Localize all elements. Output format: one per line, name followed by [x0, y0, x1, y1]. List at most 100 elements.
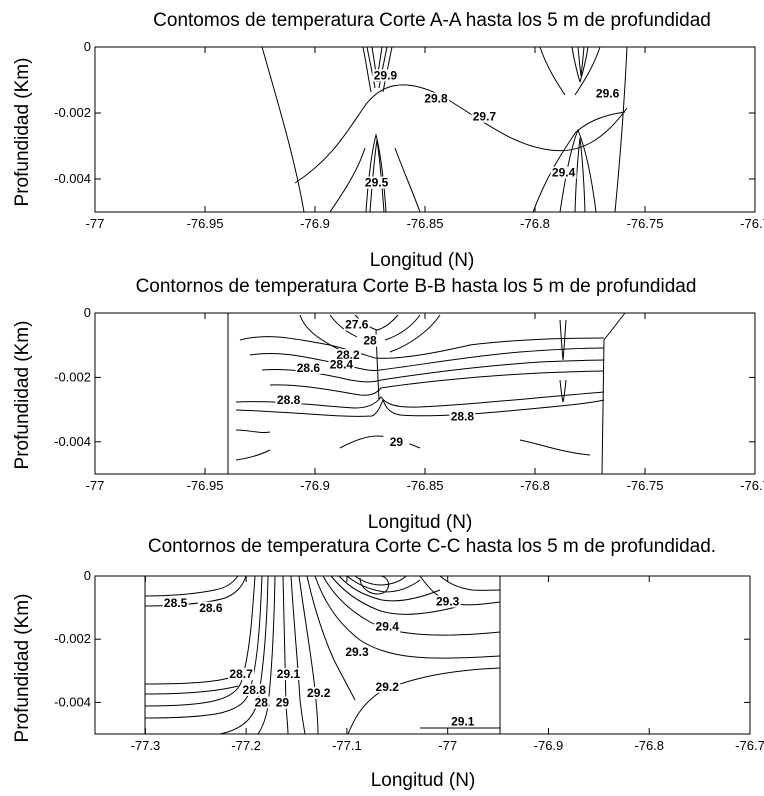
contour-label: 29.3 — [436, 594, 460, 608]
x-tick-label: -76.75 — [627, 216, 664, 231]
contour-label: 28.8 — [451, 409, 475, 423]
contour-label: 29.8 — [424, 91, 448, 105]
contour-label-bg — [335, 349, 361, 362]
y-tick-label: -0.004 — [54, 434, 91, 449]
contour-label: 29.6 — [596, 87, 620, 101]
contour-label-bg — [305, 687, 332, 700]
contour-label-bg — [275, 668, 302, 681]
x-axis-label: Longitud (N) — [370, 250, 475, 271]
x-tick-label: -76.7 — [735, 738, 764, 753]
contour-labels: 28.5 28.6 29.329.429.328.728.828.92929.129… — [162, 594, 476, 729]
y-tick-label: 0 — [84, 305, 91, 320]
contour-label-bg — [434, 595, 461, 608]
contour-label-bg — [471, 110, 498, 123]
chart-title: Contornos de temperatura Corte B-B hasta… — [136, 276, 697, 297]
axis-ticks: -77 -76.95 -76.9 -76.85 -76.8 -76.75 -76.7 0 -0.… — [54, 39, 764, 231]
contour-label: 29 — [390, 435, 404, 449]
y-axis-label: Profundidad (Km) — [12, 58, 33, 207]
x-tick-label: -77 — [86, 216, 105, 231]
y-tick-label: 0 — [84, 568, 91, 583]
x-tick-label: -77.2 — [231, 738, 261, 753]
x-tick-label: -76.9 — [300, 478, 330, 493]
contour-label: 29 — [276, 696, 290, 710]
x-tick-label: -77 — [438, 738, 457, 753]
contour-label-bg — [449, 715, 476, 728]
plot-frame — [94, 46, 756, 213]
contour-label: 29.2 — [376, 680, 400, 694]
contour-label: 28.2 — [336, 348, 360, 362]
plot-frame — [94, 312, 756, 475]
contour-lines — [261, 46, 628, 213]
contour-label: 29.4 — [552, 166, 576, 180]
contour-label-bg — [275, 394, 302, 407]
panel-c-c: Contornos de temperatura Corte C-C hasta… — [12, 536, 764, 791]
contour-labels: 29.9 29.8 29.7 29.6 29.5 29.4 — [363, 68, 621, 190]
x-tick-label: -77.1 — [332, 738, 362, 753]
contour-label: 28.7 — [229, 667, 253, 681]
contour-label-bg — [162, 597, 189, 610]
x-axis-label: Longitud (N) — [371, 770, 476, 791]
contour-label: 29.1 — [277, 667, 301, 681]
contour-label: 29.4 — [376, 620, 400, 634]
contour-label: 29.3 — [345, 645, 369, 659]
x-tick-label: -77 — [86, 478, 105, 493]
y-tick-label: -0.002 — [54, 105, 91, 120]
contour-label: 28.4 — [330, 358, 354, 372]
contour-label-bg — [383, 436, 410, 449]
y-tick-label: -0.004 — [54, 694, 91, 709]
axis-ticks: -77.3 -77.2 -77.1 -77 -76.9 -76.8 -76.7 0 -0.002… — [54, 568, 764, 753]
contour-label-bg — [449, 410, 476, 423]
contour-label-bg — [357, 334, 383, 347]
contour-label: 29.2 — [307, 686, 331, 700]
contour-label-bg — [423, 92, 449, 105]
contour-label: 29.9 — [374, 68, 398, 82]
contour-label: 29.5 — [365, 176, 389, 190]
plot-frame — [94, 575, 751, 735]
panel-a-a: Contomos de temperatura Corte A-A hasta … — [12, 10, 764, 271]
contour-label-bg — [374, 680, 401, 693]
chart-title: Contornos de temperatura Corte C-C hasta… — [148, 536, 716, 557]
contour-label-bg — [550, 166, 577, 179]
contour-label-bg — [343, 318, 370, 331]
y-axis-label: Profundidad (Km) — [12, 594, 33, 743]
x-tick-label: -76.75 — [627, 478, 664, 493]
x-tick-label: -76.7 — [740, 216, 764, 231]
contour-label-bg — [241, 683, 268, 696]
contour-label-bg — [363, 176, 390, 189]
contour-label-bg — [269, 696, 296, 709]
x-tick-label: -76.95 — [187, 478, 224, 493]
contour-label: 29.1 — [451, 715, 475, 729]
y-tick-label: 0 — [84, 39, 91, 54]
contour-label-bg — [372, 69, 399, 82]
contour-label: 28.8 — [243, 683, 267, 697]
x-tick-label: -77.3 — [131, 738, 161, 753]
y-tick-label: -0.004 — [54, 171, 91, 186]
y-tick-label: -0.002 — [54, 631, 91, 646]
y-axis-label: Profundidad (Km) — [12, 321, 33, 470]
x-axis-label: Longitud (N) — [368, 512, 473, 533]
x-tick-label: -76.7 — [740, 478, 764, 493]
x-tick-label: -76.8 — [520, 478, 550, 493]
chart-title: Contomos de temperatura Corte A-A hasta … — [153, 10, 711, 31]
contour-label-bg — [328, 358, 355, 371]
x-tick-label: -76.85 — [407, 216, 444, 231]
contour-label: 28.5 — [164, 596, 188, 610]
axis-ticks: -77 -76.95 -76.9 -76.85 -76.8 -76.75 -76.7 0 -0.… — [54, 305, 764, 493]
x-tick-label: -76.8 — [520, 216, 550, 231]
contour-label: 27.6 — [345, 317, 369, 331]
contour-label-bg — [295, 361, 322, 374]
y-tick-label: -0.002 — [54, 369, 91, 384]
contour-label: 28.6 — [297, 361, 321, 375]
contour-label: 28 — [363, 334, 377, 348]
contour-label: 29.7 — [473, 110, 497, 124]
contour-label-bg — [197, 601, 224, 614]
x-tick-label: -76.8 — [634, 738, 664, 753]
x-tick-label: -76.95 — [187, 216, 224, 231]
contour-label-bg — [594, 87, 621, 100]
contour-label-bg — [228, 668, 255, 681]
contour-label: 28.8 — [277, 393, 301, 407]
x-tick-label: -76.9 — [300, 216, 330, 231]
contour-label-bg — [344, 646, 370, 658]
x-tick-label: -76.85 — [407, 478, 444, 493]
